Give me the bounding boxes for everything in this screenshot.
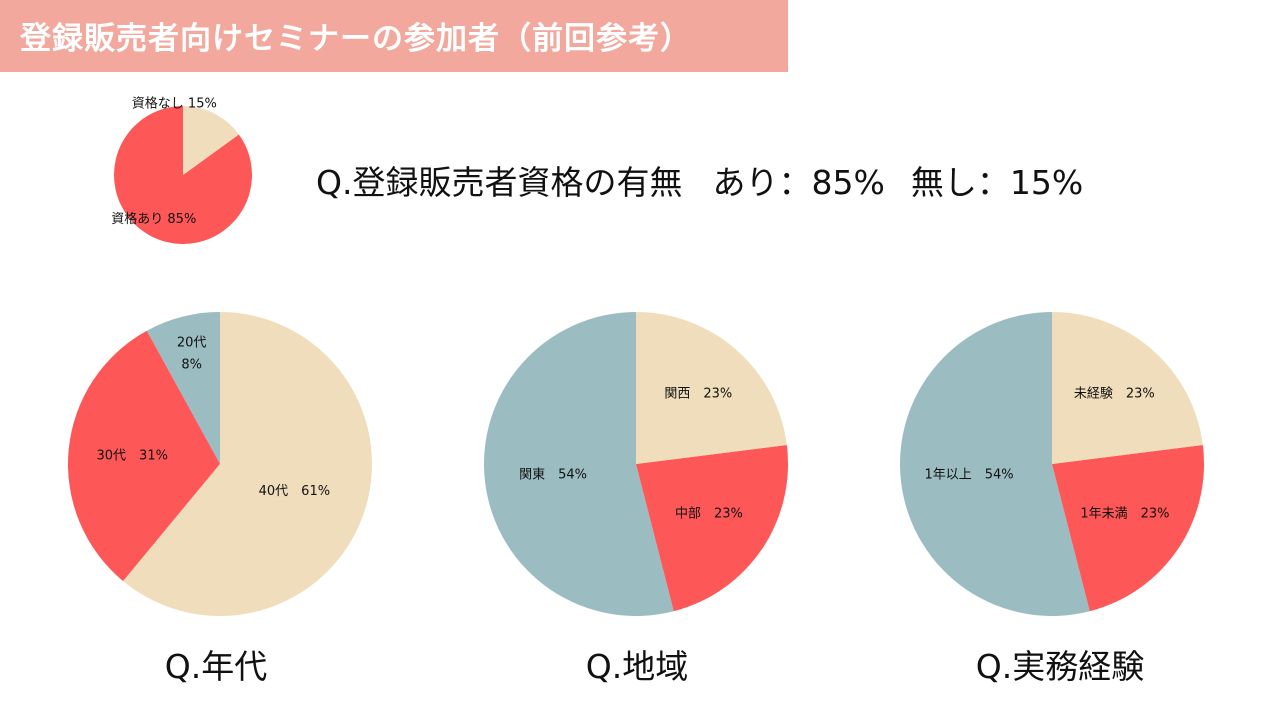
qualification-pie: 資格あり 85% 資格なし 15% xyxy=(111,96,253,244)
experience-pie: 1年以上 54% 1年未満 23% 未経験 23% xyxy=(900,312,1204,616)
slice-label: 40代 61% xyxy=(259,484,330,499)
age-chart-title: Q.年代 xyxy=(164,647,268,686)
qualification-yes: あり：85% xyxy=(712,163,885,202)
qualification-no: 無し：15% xyxy=(910,163,1084,202)
header-bar: 登録販売者向けセミナーの参加者（前回参考） xyxy=(0,0,788,72)
qualification-question: Q.登録販売者資格の有無 xyxy=(316,163,683,202)
slice-label: 1年未満 23% xyxy=(1080,507,1169,522)
slice-label: 資格あり 85% xyxy=(111,211,196,227)
pie-slice xyxy=(183,106,239,175)
experience-chart-title: Q.実務経験 xyxy=(975,647,1145,686)
pie-slice xyxy=(114,106,253,244)
qualification-summary: Q.登録販売者資格の有無 あり：85% 無し：15% xyxy=(316,156,1083,204)
pie-slice xyxy=(123,312,372,616)
age-pie: 20代 8% 30代 31% 40代 61% xyxy=(68,312,372,616)
slice-label: 関西 23% xyxy=(664,386,732,401)
slice-label: 20代 8% xyxy=(177,336,207,373)
pie-slice xyxy=(636,444,788,612)
page-title: 登録販売者向けセミナーの参加者（前回参考） xyxy=(20,21,692,57)
slice-label: 1年以上 54% xyxy=(924,467,1013,482)
pie-slice xyxy=(68,330,220,582)
slice-label: 関東 54% xyxy=(519,466,587,482)
region-chart-title: Q.地域 xyxy=(585,647,689,686)
pie-slice xyxy=(900,312,1090,616)
region-pie: 関東 54% 中部 23% 関西 23% xyxy=(484,312,788,616)
pie-slice xyxy=(1052,312,1203,464)
pie-slice xyxy=(484,312,674,616)
slice-label: 資格なし 15% xyxy=(132,96,217,112)
slice-label: 中部 23% xyxy=(675,507,743,522)
pie-slice xyxy=(636,312,787,464)
pie-slice xyxy=(1052,444,1204,612)
slice-label: 30代 31% xyxy=(97,449,168,464)
pie-slice xyxy=(146,312,220,464)
slice-label: 未経験 23% xyxy=(1074,386,1155,401)
